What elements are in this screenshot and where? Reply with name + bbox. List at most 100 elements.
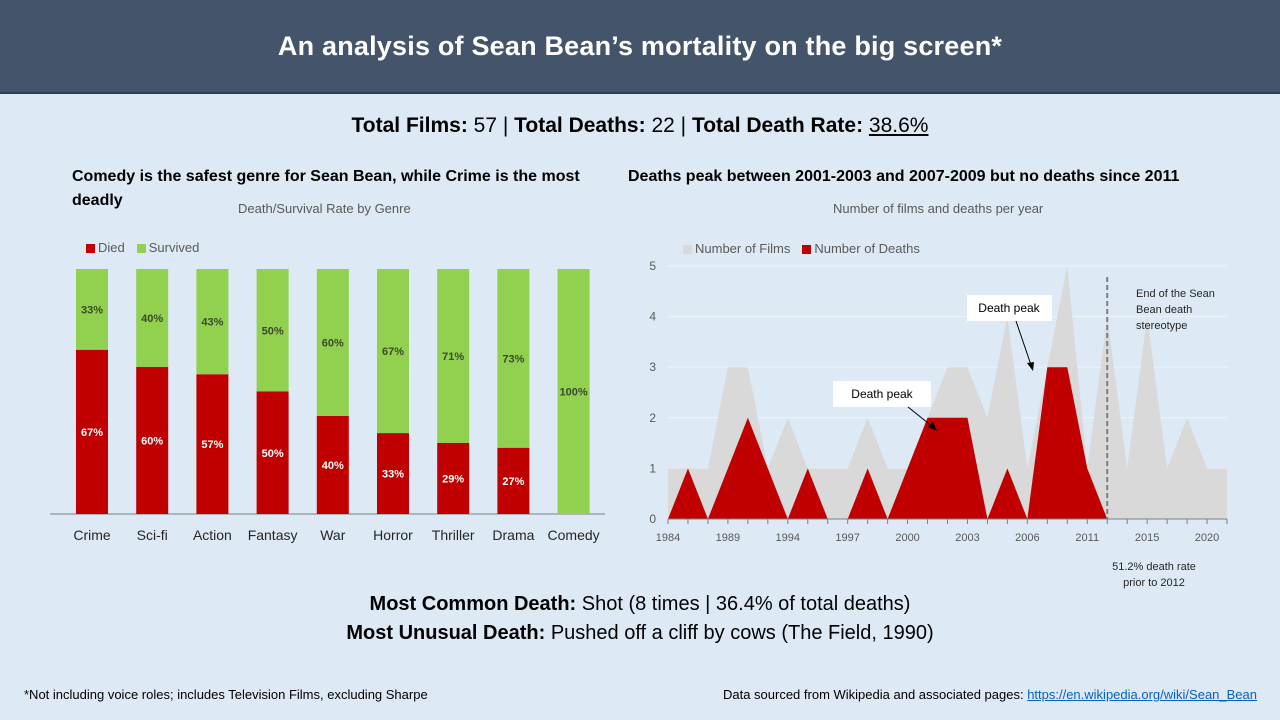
bar-died-thriller <box>437 442 470 514</box>
x-tick-label: 2020 <box>1195 532 1219 544</box>
y-tick-label: 3 <box>649 360 656 374</box>
most-common-death: Most Common Death: Shot (8 times | 36.4%… <box>0 590 1280 619</box>
category-label: Horror <box>373 527 413 543</box>
source-link[interactable]: https://en.wikipedia.org/wiki/Sean_Bean <box>1027 687 1257 702</box>
page-title: An analysis of Sean Bean’s mortality on … <box>277 30 1003 61</box>
bar-died-action <box>196 374 229 514</box>
y-tick-label: 0 <box>649 512 656 526</box>
label-survived: 73% <box>502 353 524 365</box>
title-banner: An analysis of Sean Bean’s mortality on … <box>0 0 1280 94</box>
bar-survived-war <box>316 269 349 416</box>
category-label: Fantasy <box>248 527 298 543</box>
label-died: 57% <box>201 439 223 451</box>
x-tick-label: 1994 <box>776 532 800 544</box>
total-films-label: Total Films: <box>351 114 468 137</box>
category-label: Crime <box>73 527 111 543</box>
category-label: Comedy <box>548 527 600 543</box>
bar-died-crime <box>76 349 108 514</box>
callout-text: Death peak <box>978 301 1040 315</box>
most-common-value: Shot (8 times | 36.4% of total deaths) <box>576 593 911 615</box>
callout-text: Death peak <box>851 387 913 401</box>
bar-died-horror <box>377 433 409 514</box>
bar-survived-action <box>196 269 229 375</box>
x-tick-label: 2015 <box>1135 532 1159 544</box>
label-survived: 100% <box>560 387 588 399</box>
legend-deaths: Number of Deaths <box>802 241 920 256</box>
deaths-area <box>668 367 1227 519</box>
callout-box <box>967 295 1052 321</box>
arrow-head <box>928 422 937 431</box>
label-survived: 60% <box>322 338 344 350</box>
bar-died-sci-fi <box>136 367 169 514</box>
x-tick-label: 1984 <box>656 532 680 544</box>
bar-survived-comedy <box>557 269 590 514</box>
bar-survived-fantasy <box>256 269 289 392</box>
x-tick-label: 2011 <box>1075 532 1099 544</box>
label-survived: 33% <box>81 304 103 316</box>
label-survived: 43% <box>201 317 223 329</box>
label-survived: 71% <box>442 351 464 363</box>
category-label: Thriller <box>432 527 475 543</box>
legend-survived: Survived <box>136 240 199 255</box>
yearly-headline: Deaths peak between 2001-2003 and 2007-2… <box>628 168 1180 185</box>
death-peak-callout-2: Death peak <box>967 295 1052 371</box>
legend-deaths-label: Number of Deaths <box>814 241 920 256</box>
total-films-value: 57 | <box>467 114 515 137</box>
total-deaths-value: 22 | <box>645 114 692 137</box>
label-died: 67% <box>81 427 103 439</box>
films-area <box>668 266 1227 519</box>
bar-survived-crime <box>76 269 108 350</box>
yearly-legend: Number of Films Number of Deaths <box>683 241 920 256</box>
bar-survived-horror <box>377 269 409 434</box>
label-died: 29% <box>442 473 464 485</box>
bar-survived-sci-fi <box>136 269 169 367</box>
label-died: 27% <box>502 476 524 488</box>
x-tick-label: 2000 <box>895 532 919 544</box>
genre-bar-chart: 33% 67% Crime 40% 60% Sci-fi 43% 57% Action 50% 50… <box>50 269 605 543</box>
films-swatch <box>683 245 692 255</box>
bar-survived-drama <box>497 269 530 448</box>
most-unusual-death: Most Unusual Death: Pushed off a cliff b… <box>0 619 1280 648</box>
bar-died-fantasy <box>256 391 289 514</box>
label-died: 50% <box>262 448 284 460</box>
x-tick-label: 2003 <box>955 532 979 544</box>
y-tick-label: 5 <box>649 259 656 273</box>
genre-chart-title: Death/Survival Rate by Genre <box>238 201 411 216</box>
x-tick-label: 2006 <box>1015 532 1039 544</box>
death-rate-note: 51.2% death rate prior to 2012 <box>1112 561 1196 589</box>
category-label: Drama <box>492 527 534 543</box>
y-tick-label: 4 <box>649 310 656 324</box>
label-survived: 40% <box>141 313 163 325</box>
footnote: *Not including voice roles; includes Tel… <box>24 687 428 702</box>
legend-films-label: Number of Films <box>695 241 791 256</box>
yearly-chart-title: Number of films and deaths per year <box>833 201 1044 216</box>
category-label: Action <box>193 527 232 543</box>
bar-survived-thriller <box>437 269 470 443</box>
death-rate-label: Total Death Rate: <box>691 114 864 137</box>
x-tick-label: 1997 <box>835 532 859 544</box>
category-label: War <box>320 527 345 543</box>
survived-swatch <box>136 244 146 254</box>
label-survived: 67% <box>382 346 404 358</box>
label-survived: 50% <box>262 325 284 337</box>
most-unusual-value: Pushed off a cliff by cows (The Field, 1… <box>545 622 934 644</box>
legend-died-label: Died <box>98 240 125 255</box>
arrow-head <box>1027 362 1034 371</box>
source-label: Data sourced from Wikipedia and associat… <box>722 687 1028 702</box>
source-note: Data sourced from Wikipedia and associat… <box>723 687 1257 702</box>
died-swatch <box>86 244 95 254</box>
death-rate-value: 38.6% <box>868 114 929 137</box>
summary-stats: Total Films: 57 | Total Deaths: 22 | Tot… <box>0 114 1280 138</box>
genre-legend: Died Survived <box>86 240 199 255</box>
callout-arrow <box>907 406 934 428</box>
most-unusual-label: Most Unusual Death: <box>346 622 546 644</box>
label-died: 40% <box>322 460 344 472</box>
stereotype-annotation: End of the Sean Bean death stereotype <box>1136 288 1215 332</box>
deaths-swatch <box>802 245 812 255</box>
total-deaths-label: Total Deaths: <box>514 114 646 137</box>
category-label: Sci-fi <box>137 527 168 543</box>
callout-arrow <box>1015 320 1032 366</box>
y-tick-label: 1 <box>649 461 656 475</box>
legend-died: Died <box>86 240 125 255</box>
bar-died-drama <box>497 447 530 514</box>
